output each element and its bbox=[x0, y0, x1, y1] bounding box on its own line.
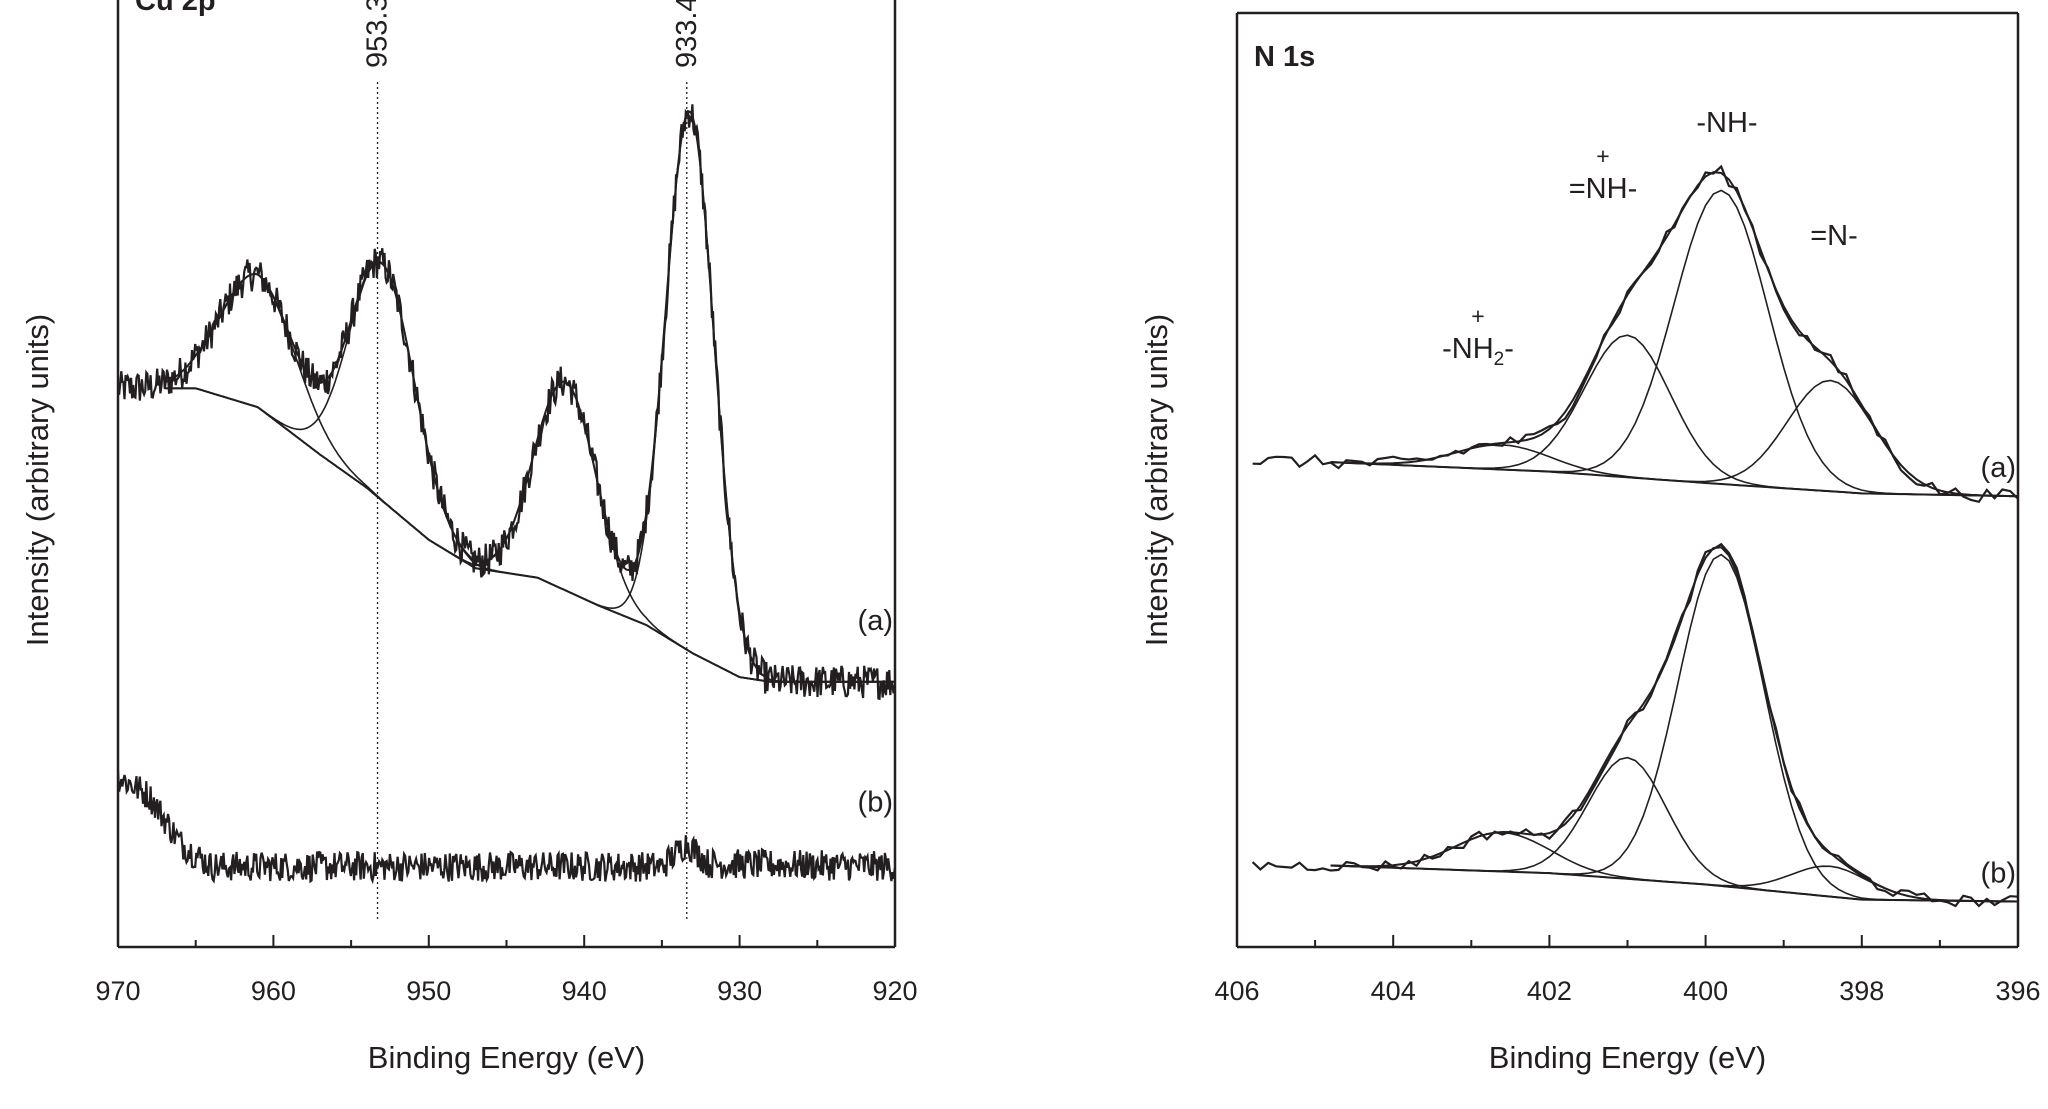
x-tick-label: 920 bbox=[872, 976, 917, 1006]
background-line bbox=[164, 387, 895, 683]
series-label: (a) bbox=[1981, 452, 2016, 484]
series-label: (b) bbox=[1981, 858, 2016, 890]
peak-charge: + bbox=[1471, 303, 1484, 329]
series-label: (b) bbox=[858, 786, 893, 818]
x-tick-label: 402 bbox=[1527, 976, 1572, 1006]
peak-charge: + bbox=[1596, 143, 1609, 169]
x-tick-label: 940 bbox=[562, 976, 607, 1006]
reference-line-label: 953.3 bbox=[362, 0, 394, 68]
fit-component bbox=[164, 110, 895, 683]
peak-label-subscript: 2 bbox=[1494, 349, 1505, 370]
x-tick-label: 960 bbox=[251, 976, 296, 1006]
y-axis-label: Intensity (arbitrary units) bbox=[20, 314, 55, 647]
y-axis-label: Intensity (arbitrary units) bbox=[1139, 314, 1174, 647]
fit-envelope bbox=[1330, 171, 2019, 498]
fit-component bbox=[1330, 864, 2019, 903]
reference-line-label: 933.4 bbox=[671, 0, 703, 68]
peak-label-text: -NH- bbox=[1696, 107, 1757, 139]
peak-label-tail: - bbox=[1504, 333, 1514, 365]
x-tick-label: 930 bbox=[717, 976, 762, 1006]
data-trace-0 bbox=[1252, 164, 2019, 504]
fit-envelope bbox=[1330, 546, 2019, 903]
data-trace-1 bbox=[1251, 542, 2019, 908]
background-line bbox=[1330, 864, 2019, 903]
fit-component bbox=[1330, 444, 2019, 497]
x-tick-label: 400 bbox=[1683, 976, 1728, 1006]
fit-component bbox=[1330, 553, 2019, 903]
fit-component bbox=[1330, 189, 2019, 497]
peak-label-text: -NH bbox=[1442, 333, 1494, 365]
fit-component bbox=[1330, 831, 2019, 903]
data-trace-0 bbox=[116, 104, 896, 701]
peak-label: =N- bbox=[1810, 220, 1858, 252]
cu2p-panel: 970 960 950 940 930 920 Binding Energy (eV) Int… bbox=[20, 0, 918, 1075]
peak-label-text: =N- bbox=[1810, 220, 1858, 252]
peak-label-text: =NH- bbox=[1569, 173, 1637, 205]
data-trace-1 bbox=[116, 770, 896, 885]
x-tick-label: 950 bbox=[406, 976, 451, 1006]
x-tick-label: 970 bbox=[95, 976, 140, 1006]
x-tick-label: 404 bbox=[1371, 976, 1416, 1006]
fit-component bbox=[164, 380, 895, 683]
x-tick-label: 396 bbox=[1995, 976, 2040, 1006]
x-tick-label: 406 bbox=[1214, 976, 1259, 1006]
panel-title: Cu 2p bbox=[135, 0, 216, 17]
fit-component bbox=[1330, 756, 2019, 903]
peak-label: -NH- bbox=[1696, 107, 1757, 139]
x-axis-label: Binding Energy (eV) bbox=[1489, 1040, 1766, 1075]
panel-title: N 1s bbox=[1254, 41, 1315, 73]
peak-label: =NH- bbox=[1569, 173, 1637, 205]
fit-component bbox=[1330, 334, 2019, 497]
peak-label: -NH2- bbox=[1442, 333, 1514, 370]
fit-envelope bbox=[164, 110, 895, 683]
x-axis-label: Binding Energy (eV) bbox=[368, 1040, 645, 1075]
series-label: (a) bbox=[858, 605, 893, 637]
x-tick-label: 398 bbox=[1839, 976, 1884, 1006]
n1s-panel: 406 404 402 400 398 396 Binding Energy (eV) Int… bbox=[1139, 11, 2041, 1075]
